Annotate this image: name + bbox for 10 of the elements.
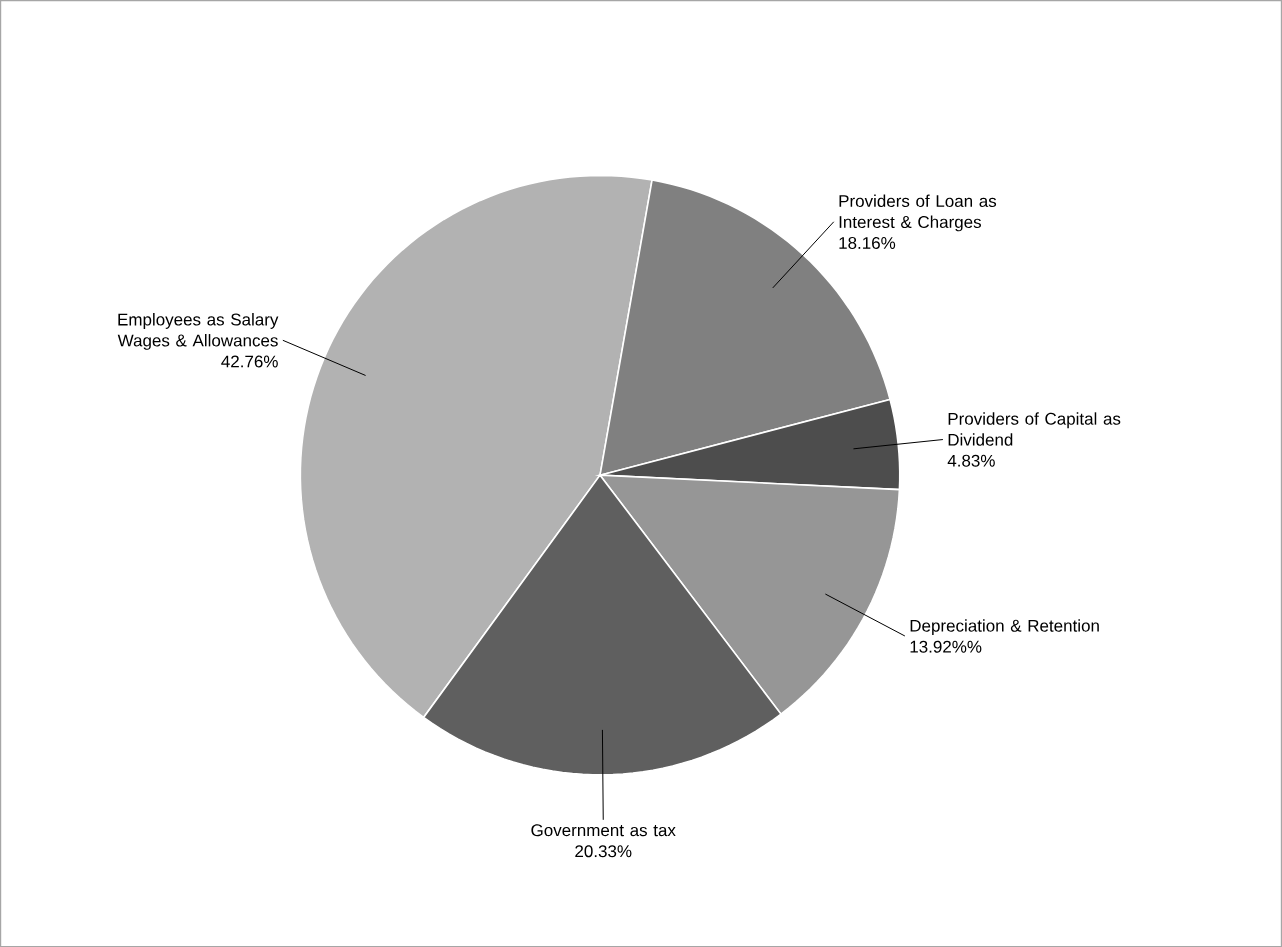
slice-label: Government as tax — [531, 824, 676, 837]
slice-label: Depreciation & Retention — [910, 619, 1099, 635]
data-label: 4.83% — [947, 454, 995, 467]
data-label: 20.33% — [575, 845, 632, 858]
slice-label: Providers of Capital as Dividend — [948, 412, 1121, 446]
data-label: 18.16% — [839, 236, 896, 249]
data-label: 42.76% — [221, 355, 278, 368]
slice-label: Providers of Loan as Interest & Charges — [839, 194, 997, 232]
data-label: 13.92%% — [910, 640, 982, 653]
slice-label: Employees as Salary Wages & Allowances — [117, 312, 279, 350]
